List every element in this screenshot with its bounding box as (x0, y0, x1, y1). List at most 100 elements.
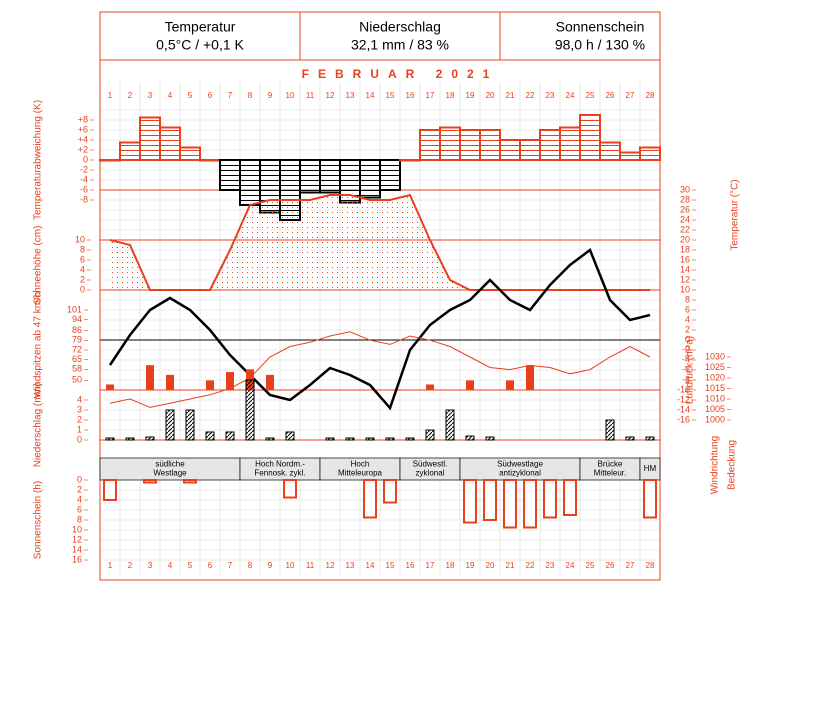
sunshine-bar (483, 479, 497, 521)
header-title: Temperatur (165, 19, 236, 35)
day-label: 27 (626, 561, 635, 570)
y-tick-label: 14 (72, 544, 82, 554)
day-label: 4 (168, 561, 173, 570)
y-tick-label: 4 (77, 494, 82, 504)
day-label: 7 (228, 561, 233, 570)
wind-bar (426, 384, 434, 390)
y-tick-label: 1030 (705, 351, 725, 361)
precip-bar (465, 435, 475, 441)
anomaly-bar (619, 151, 641, 161)
day-label: 5 (188, 91, 193, 100)
day-label: 20 (486, 561, 495, 570)
y-tick-label: 2 (685, 324, 690, 334)
precip-bar (225, 431, 235, 441)
y-tick-label: 14 (680, 264, 690, 274)
header-summary: 32,1 mm / 83 % (351, 37, 449, 53)
weather-type: Hoch Nordm.- (255, 460, 305, 469)
precip-bar (405, 437, 415, 441)
day-label: 16 (406, 561, 415, 570)
weather-type: zyklonal (416, 469, 445, 478)
y-tick-label: 0 (685, 334, 690, 344)
precip-bar (625, 436, 635, 441)
day-label: 2 (128, 561, 133, 570)
y-tick-label: -6 (80, 184, 88, 194)
anomaly-bar (139, 116, 161, 161)
y-tick-label: 94 (72, 314, 82, 324)
day-label: 6 (208, 561, 213, 570)
axis-label: Luftdruck (hPa) (685, 336, 696, 404)
y-tick-label: 72 (72, 344, 82, 354)
y-tick-label: -14 (677, 404, 690, 414)
day-label: 12 (326, 91, 335, 100)
anomaly-bar (499, 139, 521, 161)
y-tick-label: 1 (77, 424, 82, 434)
precip-bar (485, 436, 495, 441)
weather-type: Mitteleuropa (338, 469, 383, 478)
y-tick-label: -6 (682, 364, 690, 374)
y-tick-label: 18 (680, 244, 690, 254)
precip-bar (605, 419, 615, 441)
anomaly-bar (639, 146, 661, 161)
y-tick-label: 6 (80, 254, 85, 264)
header-summary: 98,0 h / 130 % (555, 37, 645, 53)
day-label: 28 (646, 91, 655, 100)
precip-bar (285, 431, 295, 441)
sunshine-bar (523, 479, 537, 529)
y-tick-label: 4 (685, 314, 690, 324)
day-label: 11 (306, 91, 315, 100)
sunshine-bar (643, 479, 657, 519)
wind-bar (506, 380, 514, 390)
precip-bar (265, 437, 275, 441)
precip-bar (345, 437, 355, 441)
y-tick-label: +4 (78, 134, 88, 144)
y-tick-label: 6 (77, 504, 82, 514)
y-tick-label: 0 (77, 434, 82, 444)
axis-label: Temperaturabweichung (K) (33, 100, 44, 220)
day-label: 25 (586, 561, 595, 570)
month-title: FEBRUAR 2021 (302, 67, 499, 81)
day-label: 24 (566, 561, 575, 570)
y-tick-label: -4 (682, 354, 690, 364)
precip-bar (325, 437, 335, 441)
precip-bar (125, 437, 135, 441)
precip-bar (445, 409, 455, 441)
day-label: 22 (526, 561, 535, 570)
snow-line (109, 193, 650, 291)
wind-bar (106, 384, 114, 390)
anomaly-bar (459, 129, 481, 161)
day-label: 23 (546, 91, 555, 100)
weather-type: Westlage (153, 469, 187, 478)
sunshine-bar (503, 479, 517, 529)
day-label: 22 (526, 91, 535, 100)
data-line (109, 331, 651, 408)
day-label: 7 (228, 91, 233, 100)
y-tick-label: 8 (685, 294, 690, 304)
data-line (108, 248, 651, 411)
y-tick-label: +6 (78, 124, 88, 134)
day-label: 12 (326, 561, 335, 570)
day-label: 18 (446, 561, 455, 570)
axis-label: Schneehöhe (cm) (33, 226, 44, 305)
wind-bar (266, 374, 274, 390)
wind-bar (146, 365, 154, 390)
day-label: 8 (248, 91, 253, 100)
y-tick-label: 12 (680, 274, 690, 284)
y-tick-label: 2 (77, 484, 82, 494)
day-label: 26 (606, 91, 615, 100)
precip-bar (165, 409, 175, 441)
anomaly-bar (319, 159, 341, 194)
axis-label: Temperatur (°C) (730, 179, 741, 250)
precip-bar (205, 431, 215, 441)
weather-type: Südwestl. (413, 460, 448, 469)
day-label: 6 (208, 91, 213, 100)
weather-type: Südwestlage (497, 460, 543, 469)
day-label: 26 (606, 561, 615, 570)
axis-label: Niederschlag (mm) (33, 383, 44, 467)
y-tick-label: 1020 (705, 372, 725, 382)
y-tick-label: 20 (680, 234, 690, 244)
precip-bar (185, 409, 195, 441)
wind-bar (166, 374, 174, 390)
y-tick-label: +8 (78, 114, 88, 124)
day-label: 9 (268, 561, 273, 570)
weather-type: HM (644, 464, 657, 473)
